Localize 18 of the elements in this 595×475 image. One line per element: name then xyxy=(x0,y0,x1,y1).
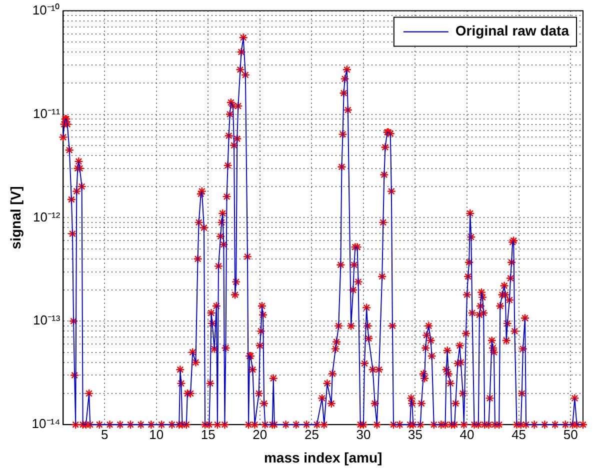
x-tick-label: 15 xyxy=(200,426,216,442)
y-tick-label: 10⁻¹² xyxy=(33,209,61,224)
y-axis-title: signal [V] xyxy=(7,186,24,250)
x-tick-label: 20 xyxy=(252,426,268,442)
y-tick-label: 10⁻¹¹ xyxy=(33,106,61,121)
x-tick-label: 5 xyxy=(100,426,108,442)
x-tick-label: 40 xyxy=(460,426,474,442)
y-tick-label: 10⁻¹³ xyxy=(33,312,61,328)
x-tick-label: 50 xyxy=(563,426,578,442)
x-tick-label: 35 xyxy=(408,426,422,442)
y-tick-label: 10⁻¹⁴ xyxy=(32,416,60,432)
x-tick-label: 25 xyxy=(304,426,319,442)
x-tick-label: 30 xyxy=(356,426,371,442)
x-axis-title: mass index [amu] xyxy=(264,449,382,466)
legend-label: Original raw data xyxy=(455,22,570,39)
x-tick-label: 45 xyxy=(512,426,526,442)
y-tick-label: 10⁻¹⁰ xyxy=(32,2,60,18)
x-tick-label: 10 xyxy=(149,426,164,442)
